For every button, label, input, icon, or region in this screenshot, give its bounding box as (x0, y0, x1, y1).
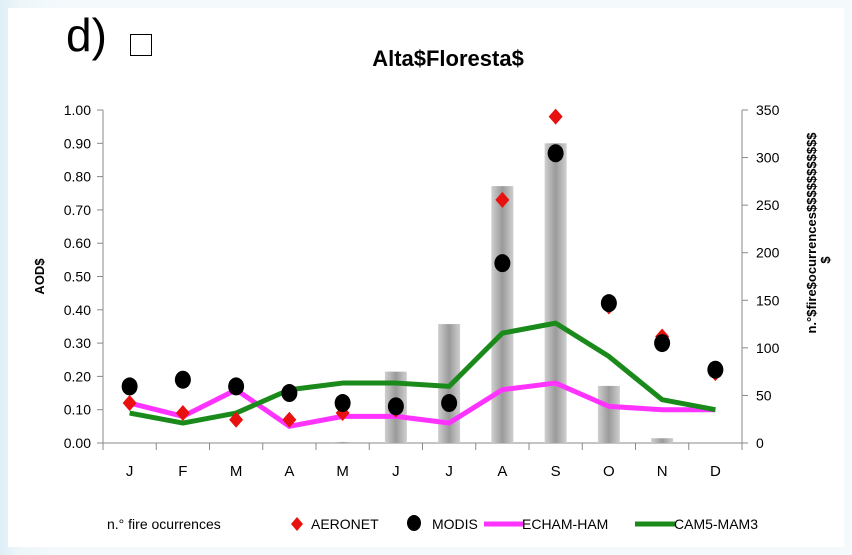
x-tick-label: J (445, 463, 453, 480)
x-tick-label: N (657, 463, 668, 480)
legend-label-fire: n.° fire ocurrences (107, 516, 221, 532)
x-tick-label: J (392, 463, 400, 480)
echam-ham-line (129, 380, 716, 429)
right-tick-label: 300 (756, 150, 780, 166)
x-tick-label: M (336, 463, 349, 480)
left-tick-label: 0.60 (64, 235, 91, 251)
x-tick-label: S (551, 463, 561, 480)
modis-point (441, 394, 458, 413)
x-tick-label: A (497, 463, 507, 480)
aeronet-point (122, 395, 137, 412)
fire-bar (491, 186, 514, 443)
x-tick-label: O (603, 463, 615, 480)
cam5-mam3-line (129, 320, 716, 426)
right-tick-label: 200 (756, 245, 780, 261)
chart-panel: d) Alta$Floresta$ 0.00 0.10 0.20 0.30 0.40 0.5… (8, 8, 844, 547)
right-tick-label: 250 (756, 197, 780, 213)
left-tick-label: 0.20 (64, 368, 91, 384)
modis-point (547, 144, 564, 163)
fire-bar (331, 442, 354, 443)
right-tick-label: 50 (756, 387, 772, 403)
left-tick-label: 0.10 (64, 402, 91, 418)
modis-point (600, 294, 617, 313)
legend-label-modis: MODIS (432, 516, 478, 532)
modis-point (334, 394, 351, 413)
placeholder-box-icon (130, 34, 152, 56)
right-tick-label: 150 (756, 292, 780, 308)
y-axis-label-left: AOD$ (32, 258, 47, 295)
left-tick-label: 0.30 (64, 335, 91, 351)
left-tick-label: 0.70 (64, 202, 91, 218)
legend-aeronet-marker (291, 517, 303, 531)
chart-title: Alta$Floresta$ (372, 46, 524, 71)
x-tick-label: J (126, 463, 134, 480)
x-tick-label: F (178, 463, 187, 480)
aeronet-point (282, 411, 297, 428)
modis-point (281, 384, 298, 403)
modis-point (654, 334, 671, 353)
aeronet-point (548, 108, 563, 125)
aeronet-point (495, 191, 510, 208)
left-tick-label: 0.00 (64, 435, 91, 451)
aeronet-point (175, 405, 190, 422)
x-tick-label: A (284, 463, 294, 480)
right-tick-label: 350 (756, 102, 780, 118)
right-tick-label: 100 (756, 340, 780, 356)
legend-label-cam5: CAM5-MAM3 (674, 516, 758, 532)
left-tick-label: 0.90 (64, 135, 91, 151)
left-tick-label: 0.80 (64, 169, 91, 185)
left-tick-label: 0.40 (64, 302, 91, 318)
fire-bar (544, 143, 567, 444)
modis-point (174, 370, 191, 389)
chart: Alta$Floresta$ 0.00 0.10 0.20 0.30 0.40 0.50 0.… (32, 46, 833, 532)
x-tick-label: M (230, 463, 243, 480)
legend-label-echam: ECHAM-HAM (522, 516, 608, 532)
left-tick-label: 1.00 (64, 102, 91, 118)
modis-point (228, 377, 245, 396)
y-axis-label-right-extra: $ (818, 256, 833, 264)
modis-point (707, 360, 724, 379)
y-axis-label-right: n.°$fire$ocurrences$$$$$$$$$$$ (804, 132, 819, 334)
legend-label-aeronet: AERONET (311, 516, 379, 532)
x-tick-label: D (710, 463, 721, 480)
left-tick-label: 0.50 (64, 269, 91, 285)
right-tick-label: 0 (756, 435, 764, 451)
panel-label: d) (66, 9, 107, 61)
modis-point (494, 254, 511, 273)
modis-point (121, 377, 138, 396)
fire-bar (651, 438, 674, 443)
fire-bar (597, 385, 620, 443)
legend-modis-marker (407, 515, 421, 531)
modis-point (387, 397, 404, 416)
aeronet-point (229, 411, 244, 428)
